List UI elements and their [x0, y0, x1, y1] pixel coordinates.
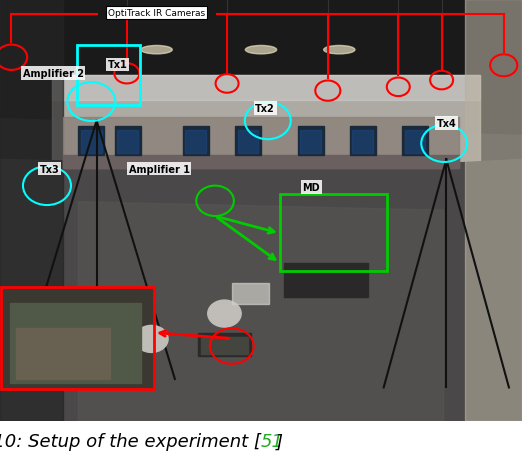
Bar: [198, 333, 251, 356]
Polygon shape: [0, 0, 63, 421]
Bar: [402, 126, 428, 156]
Bar: [232, 283, 269, 304]
Circle shape: [135, 325, 168, 353]
Text: MD: MD: [302, 182, 320, 193]
Ellipse shape: [245, 46, 277, 55]
Bar: [300, 131, 321, 154]
Circle shape: [208, 300, 241, 327]
Polygon shape: [0, 0, 522, 135]
Text: OptiTrack IR Cameras: OptiTrack IR Cameras: [108, 9, 205, 18]
Text: Amplifier 1: Amplifier 1: [129, 164, 189, 175]
Text: ]: ]: [276, 432, 282, 450]
Polygon shape: [465, 0, 522, 421]
Text: Tx3: Tx3: [40, 164, 60, 175]
Bar: [1, 288, 154, 389]
Polygon shape: [52, 76, 480, 101]
Bar: [185, 131, 206, 154]
Bar: [16, 329, 110, 379]
Bar: [235, 126, 261, 156]
Bar: [63, 118, 459, 169]
Polygon shape: [0, 160, 522, 421]
Bar: [280, 194, 387, 271]
Ellipse shape: [141, 46, 172, 55]
Bar: [350, 126, 376, 156]
Bar: [1, 288, 154, 389]
Bar: [298, 126, 324, 156]
Bar: [77, 45, 140, 106]
Bar: [238, 131, 258, 154]
Text: Amplifier 2: Amplifier 2: [23, 69, 84, 79]
Bar: [405, 131, 425, 154]
Bar: [284, 263, 368, 297]
Bar: [352, 131, 373, 154]
Ellipse shape: [324, 46, 355, 55]
Text: Fig. 10: Setup of the experiment [: Fig. 10: Setup of the experiment [: [0, 432, 261, 450]
Text: 51: 51: [261, 432, 284, 450]
Polygon shape: [52, 76, 480, 169]
Bar: [183, 126, 209, 156]
Bar: [63, 156, 459, 169]
Bar: [117, 131, 138, 154]
Bar: [201, 337, 248, 354]
Text: Tx1: Tx1: [108, 60, 127, 70]
Bar: [81, 131, 102, 154]
Bar: [78, 126, 104, 156]
Polygon shape: [78, 202, 444, 421]
Text: Tx2: Tx2: [255, 104, 275, 114]
Bar: [10, 303, 141, 383]
Text: Tx4: Tx4: [436, 119, 456, 129]
Bar: [115, 126, 141, 156]
